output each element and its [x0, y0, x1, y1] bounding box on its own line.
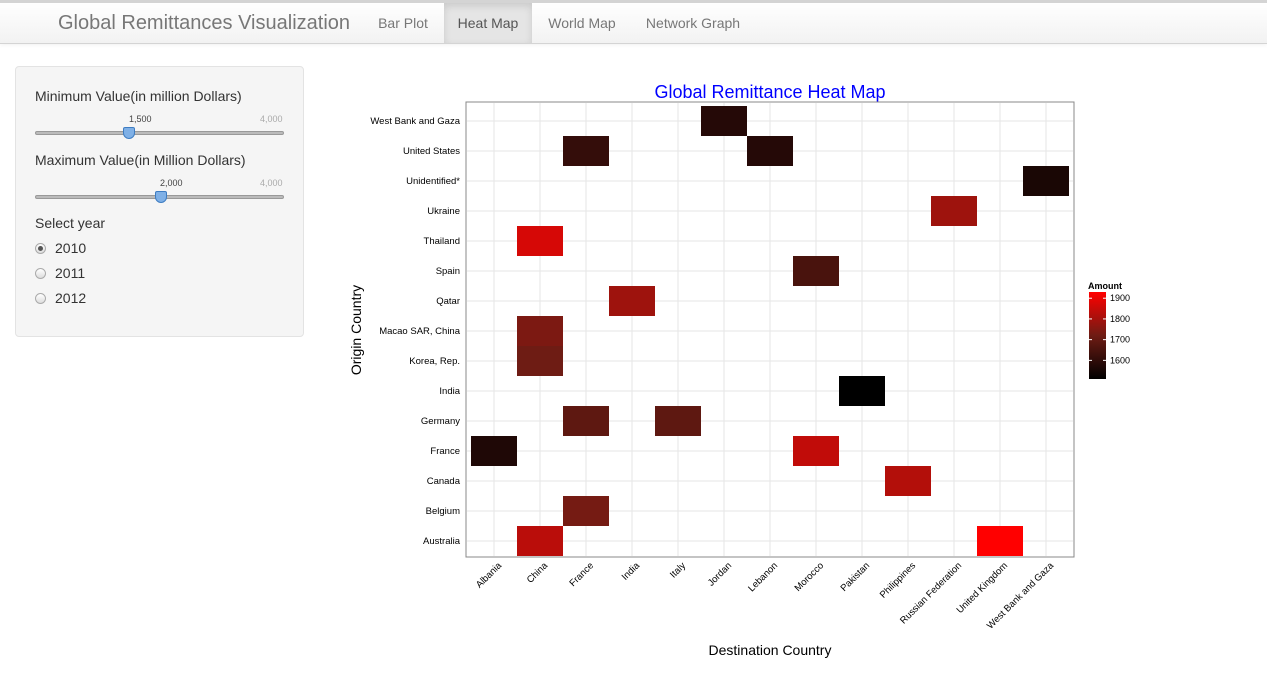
min-slider-max: 4,000 [260, 114, 283, 124]
heatmap-cell [793, 256, 839, 286]
min-slider-handle[interactable] [123, 127, 135, 139]
x-tick-label: India [620, 560, 643, 583]
navbar: Global Remittances Visualization Bar Plo… [0, 0, 1267, 44]
heatmap-cell [517, 526, 563, 556]
x-tick-label: Pakistan [839, 560, 873, 594]
x-tick-label: Jordan [706, 560, 734, 588]
y-tick-label: Germany [421, 416, 460, 427]
heatmap-cell [563, 406, 609, 436]
heatmap-cell [563, 136, 609, 166]
radio-button-icon[interactable] [35, 268, 46, 279]
x-tick-label: Lebanon [746, 560, 780, 594]
x-tick-label: Italy [668, 560, 688, 580]
tab-bar-plot[interactable]: Bar Plot [378, 15, 428, 31]
y-tick-label: India [439, 386, 460, 397]
heatmap-cell [517, 316, 563, 346]
heatmap-cell [793, 436, 839, 466]
y-tick-label: Belgium [426, 506, 460, 517]
sidebar-panel: Minimum Value(in million Dollars) 1,500 … [15, 66, 304, 337]
legend-tick-label: 1900 [1110, 293, 1130, 303]
legend-title: Amount [1088, 281, 1122, 291]
legend-tick-label: 1600 [1110, 355, 1130, 365]
heatmap-cell [517, 226, 563, 256]
heatmap-cell [517, 346, 563, 376]
x-tick-label: Albania [474, 560, 505, 591]
radio-button-icon[interactable] [35, 243, 46, 254]
select-year-label: Select year [35, 215, 106, 231]
heatmap-cell [839, 376, 885, 406]
x-axis-title: Destination Country [709, 642, 832, 658]
min-value-slider[interactable] [35, 131, 284, 135]
y-tick-label: Macao SAR, China [379, 326, 461, 337]
x-tick-label: Morocco [793, 560, 827, 594]
y-tick-label: Spain [436, 266, 460, 277]
radio-label: 2010 [55, 240, 87, 256]
heatmap-cell [609, 286, 655, 316]
y-tick-label: Ukraine [427, 206, 460, 217]
heatmap-cell [471, 436, 517, 466]
y-axis-title: Origin Country [348, 285, 364, 375]
y-tick-label: Qatar [436, 296, 460, 307]
max-slider-handle[interactable] [155, 191, 167, 203]
heatmap-cell [977, 526, 1023, 556]
radio-label: 2011 [55, 265, 86, 281]
x-tick-label: France [567, 560, 596, 589]
min-slider-value: 1,500 [129, 114, 152, 124]
max-slider-max: 4,000 [260, 178, 283, 188]
y-tick-label: Korea, Rep. [409, 356, 460, 367]
app-title[interactable]: Global Remittances Visualization [58, 12, 351, 34]
x-tick-label: China [525, 560, 551, 586]
chart-title: Global Remittance Heat Map [654, 82, 885, 102]
max-value-label: Maximum Value(in Million Dollars) [35, 152, 246, 168]
legend-colorbar [1089, 292, 1106, 379]
heatmap-cell [701, 106, 747, 136]
heatmap-cell [655, 406, 701, 436]
x-tick-label: Philippines [878, 560, 918, 600]
y-tick-label: Canada [427, 476, 461, 487]
y-tick-label: United States [403, 146, 460, 157]
heatmap-cell [885, 466, 931, 496]
heatmap-cell [931, 196, 977, 226]
heatmap-cell [1023, 166, 1069, 196]
radio-label: 2012 [55, 290, 87, 306]
y-tick-label: Thailand [424, 236, 460, 247]
legend-tick-label: 1700 [1110, 335, 1130, 345]
y-tick-label: France [430, 446, 460, 457]
y-tick-label: Australia [423, 536, 461, 547]
min-value-label: Minimum Value(in million Dollars) [35, 88, 242, 104]
tab-network-graph[interactable]: Network Graph [645, 15, 741, 31]
heatmap-cell [563, 496, 609, 526]
tab-world-map[interactable]: World Map [548, 15, 616, 31]
radio-button-icon[interactable] [35, 293, 46, 304]
legend: Amount 1600 1700 1800 1900 [1088, 281, 1130, 379]
tab-heat-map[interactable]: Heat Map [444, 3, 532, 43]
legend-tick-label: 1800 [1110, 314, 1130, 324]
heatmap-cell [747, 136, 793, 166]
y-tick-label: West Bank and Gaza [370, 116, 460, 127]
max-slider-value: 2,000 [160, 178, 183, 188]
y-tick-label: Unidentified* [406, 176, 460, 187]
